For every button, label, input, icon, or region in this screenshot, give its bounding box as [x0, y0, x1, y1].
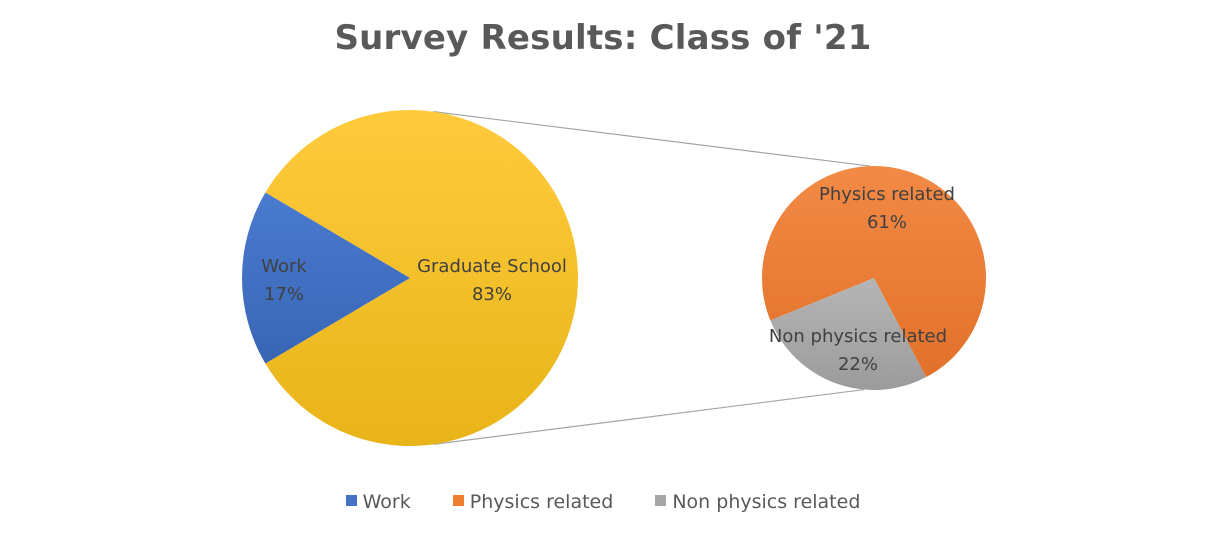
slice-physics-related-value-label: 61%	[867, 212, 907, 233]
legend-item-non-physics-related: Non physics related	[655, 491, 860, 513]
slice-work-value-label: 17%	[264, 284, 304, 305]
connector-lines	[433, 111, 871, 445]
slice-physics-related-label: Physics related	[819, 184, 955, 205]
legend-label-work: Work	[362, 490, 411, 513]
legend-label-non-physics-related: Non physics related	[672, 490, 861, 513]
slice-graduate-school-label: Graduate School	[417, 256, 567, 277]
slice-non-physics-related-label: Non physics related	[769, 326, 947, 347]
connector-line-top	[433, 111, 871, 167]
legend-swatch-physics-related	[452, 494, 464, 506]
legend-item-physics-related: Physics related	[452, 490, 614, 513]
slice-non-physics-related-value-label: 22%	[838, 354, 878, 375]
legend-label-physics-related: Physics related	[469, 490, 614, 513]
slice-non-physics-related	[770, 278, 927, 390]
slice-work	[241, 192, 410, 364]
legend-item-work: Work	[345, 490, 411, 513]
slice-work-label: Work	[261, 256, 307, 277]
secondary-pie	[762, 166, 986, 390]
legend: Work Physics related Non physics related	[0, 490, 1206, 513]
legend-swatch-non-physics-related	[655, 494, 667, 506]
slice-labels: Work 17% Graduate School 83% Physics related…	[261, 184, 955, 375]
slice-graduate-school-value-label: 83%	[472, 284, 512, 305]
chart-title: Survey Results: Class of '21	[334, 18, 872, 58]
slice-physics-related	[762, 166, 986, 378]
connector-line-bottom	[433, 388, 865, 445]
legend-swatch-work	[345, 494, 357, 506]
primary-pie	[241, 110, 578, 447]
slice-graduate-school	[265, 110, 578, 447]
